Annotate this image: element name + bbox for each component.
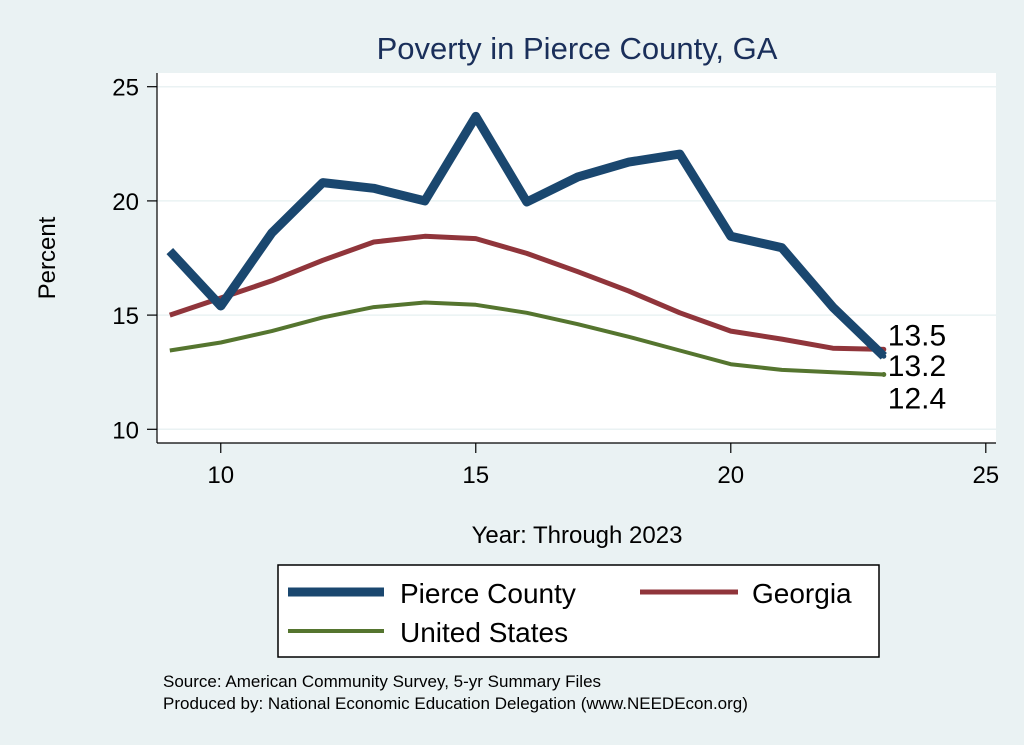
legend: Pierce County Georgia United States xyxy=(277,564,880,658)
series-line-united-states xyxy=(169,300,884,377)
series-lines xyxy=(166,111,887,377)
y-tick-label: 20 xyxy=(112,189,139,216)
tick-labels: 10 15 20 25 10 15 20 25 xyxy=(112,75,999,489)
legend-label: United States xyxy=(400,617,568,648)
gridlines xyxy=(157,85,996,431)
y-tick-label: 10 xyxy=(112,417,139,444)
y-tick-label: 25 xyxy=(112,75,139,102)
x-tick-label: 20 xyxy=(717,462,744,489)
axes xyxy=(147,73,996,453)
series-line-pierce-county xyxy=(166,111,887,360)
series-line-georgia xyxy=(169,233,884,352)
x-tick-label: 25 xyxy=(972,462,999,489)
x-axis-title: Year: Through 2023 xyxy=(472,522,683,549)
y-axis-title: Percent xyxy=(34,216,61,299)
end-value-label: 13.2 xyxy=(888,350,946,383)
end-labels: 13.213.5 12.4 xyxy=(888,319,946,415)
legend-box xyxy=(277,564,880,658)
end-value-label: 13.5 xyxy=(888,319,946,352)
x-tick-label: 15 xyxy=(462,462,489,489)
legend-label: Pierce County xyxy=(400,578,576,609)
source-note: Source: American Community Survey, 5-yr … xyxy=(163,672,601,691)
end-value-label: 12.4 xyxy=(888,382,946,415)
chart-title: Poverty in Pierce County, GA xyxy=(377,31,778,66)
y-tick-label: 15 xyxy=(112,303,139,330)
legend-label: Georgia xyxy=(752,578,852,609)
x-tick-label: 10 xyxy=(207,462,234,489)
producer-note: Produced by: National Economic Education… xyxy=(163,694,748,713)
plot-area xyxy=(157,73,996,443)
series-end-marker xyxy=(881,371,887,377)
series-end-marker xyxy=(881,353,887,359)
